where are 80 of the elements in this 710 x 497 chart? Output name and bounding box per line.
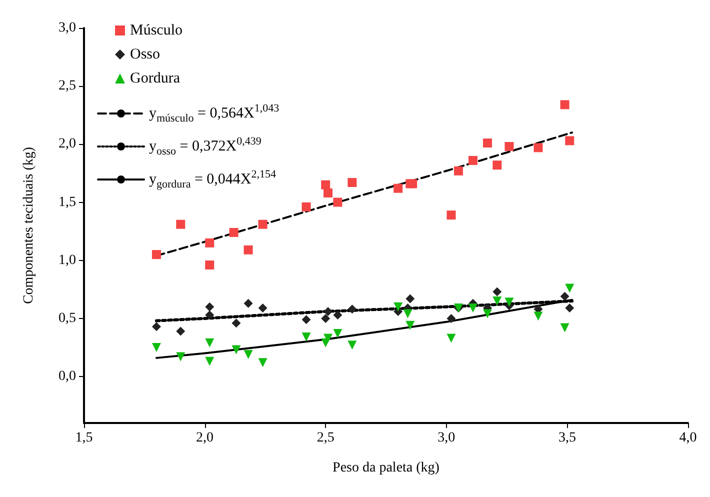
point <box>205 356 214 366</box>
legend-label: Gordura <box>130 70 180 86</box>
point <box>333 198 342 207</box>
point <box>244 245 253 254</box>
point <box>176 352 186 362</box>
x-tick-label: 1,5 <box>75 430 93 446</box>
point <box>176 220 186 229</box>
point <box>565 303 574 312</box>
point <box>324 334 333 343</box>
point <box>504 142 514 151</box>
point <box>394 302 403 312</box>
point <box>560 323 570 332</box>
point <box>468 156 478 165</box>
point <box>403 309 412 318</box>
point <box>492 287 502 296</box>
point <box>560 292 570 301</box>
y-tick-label: 2,5 <box>58 78 76 94</box>
x-axis-title: Peso da paleta (kg) <box>332 460 440 476</box>
point <box>446 210 456 220</box>
y-tick-label: 0,0 <box>58 369 76 384</box>
point <box>152 250 161 260</box>
y-tick-label: 1,5 <box>58 194 76 210</box>
point <box>560 100 570 110</box>
point <box>244 350 253 359</box>
point <box>504 298 514 307</box>
x-tick-label: 2,5 <box>316 430 334 446</box>
point <box>492 160 502 170</box>
point <box>321 314 330 323</box>
point <box>482 138 492 148</box>
y-tick-label: 0,5 <box>58 310 76 326</box>
legend-label: Músculo <box>130 22 182 38</box>
point <box>258 220 268 229</box>
point <box>324 188 333 198</box>
point <box>244 298 253 308</box>
point <box>232 345 241 354</box>
point <box>348 304 357 314</box>
point <box>406 294 415 304</box>
y-tick-label: 1,0 <box>58 252 76 268</box>
point <box>454 166 463 176</box>
point <box>333 329 342 338</box>
point <box>302 332 311 342</box>
point <box>534 143 543 152</box>
point <box>482 309 492 318</box>
point <box>205 260 214 270</box>
y-tick-label: 2,0 <box>58 136 76 152</box>
point <box>565 136 574 146</box>
point <box>176 326 186 336</box>
point <box>258 303 268 312</box>
point <box>408 179 418 188</box>
y-tick-label: 3,0 <box>58 20 76 36</box>
legend-label: Osso <box>130 46 160 62</box>
point <box>565 284 574 293</box>
point <box>534 312 543 321</box>
y-axis-title: Componentes teciduais (kg) <box>22 146 36 304</box>
point <box>258 358 268 368</box>
point <box>394 184 403 193</box>
point <box>205 338 214 348</box>
point <box>468 303 478 312</box>
point <box>205 302 214 312</box>
point <box>302 315 311 324</box>
point <box>152 322 161 332</box>
point <box>205 238 214 248</box>
x-tick-label: 3,5 <box>558 430 576 446</box>
x-tick-label: 2,0 <box>196 430 214 446</box>
point <box>348 340 357 350</box>
point <box>333 310 342 320</box>
x-tick-label: 3,0 <box>438 430 456 446</box>
point <box>348 178 357 188</box>
point <box>205 310 214 320</box>
x-tick-label: 4,0 <box>679 430 697 446</box>
point <box>302 202 311 212</box>
point <box>446 334 456 343</box>
point <box>229 228 238 237</box>
point <box>492 296 502 306</box>
point <box>406 320 415 330</box>
point <box>152 342 161 352</box>
point <box>321 180 330 190</box>
point <box>324 306 333 316</box>
point <box>446 314 456 323</box>
point <box>232 318 241 328</box>
